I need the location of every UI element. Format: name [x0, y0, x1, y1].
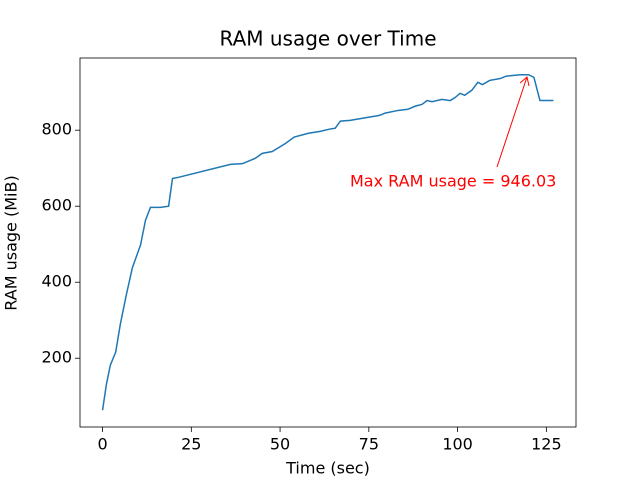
y-tick-label: 200 [41, 348, 72, 367]
x-tick-label: 75 [359, 435, 379, 454]
x-tick-label: 0 [97, 435, 107, 454]
y-axis-label: RAM usage (MiB) [2, 175, 21, 310]
y-tick-label: 600 [41, 196, 72, 215]
plot-frame [79, 57, 577, 428]
data-line [101, 73, 554, 411]
x-axis-label: Time (sec) [285, 459, 370, 478]
x-tick-label: 125 [531, 435, 562, 454]
y-tick-label: 800 [41, 120, 72, 139]
x-tick-label: 25 [181, 435, 201, 454]
x-tick-label: 100 [442, 435, 473, 454]
x-tick-label: 50 [270, 435, 290, 454]
annotation-arrow [496, 76, 528, 168]
y-tick-label: 400 [41, 272, 72, 291]
chart-title: RAM usage over Time [220, 27, 437, 51]
annotation-text: Max RAM usage = 946.03 [350, 172, 556, 191]
annotation-arrowhead [519, 76, 530, 87]
